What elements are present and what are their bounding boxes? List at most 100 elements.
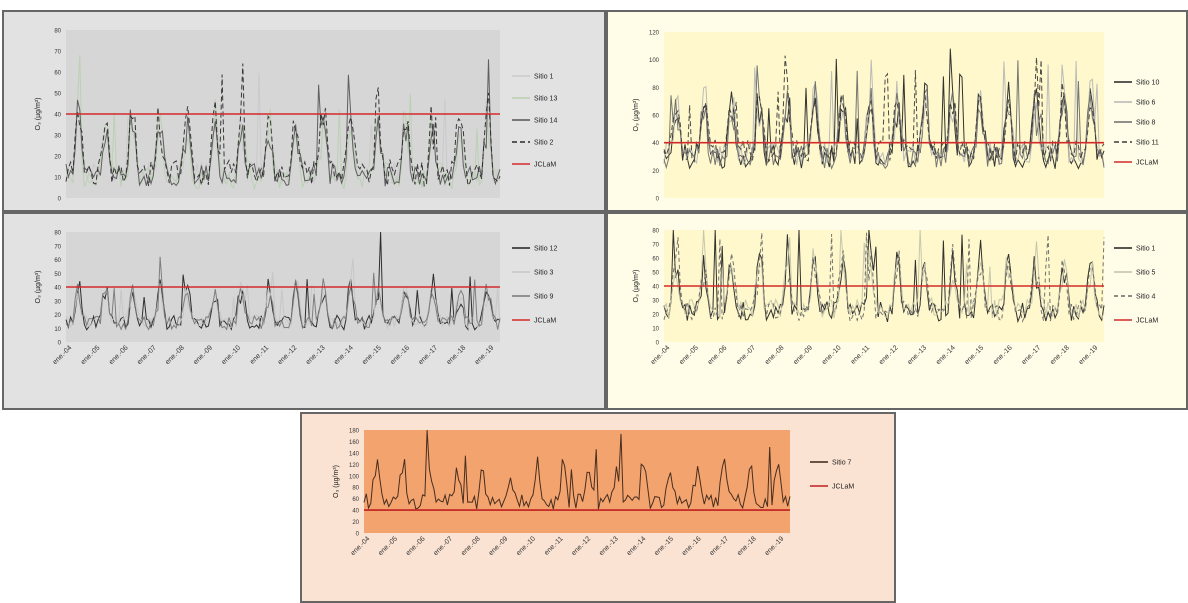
y-tick-label: 40	[352, 509, 359, 515]
legend-label: JCLaM	[1136, 160, 1158, 167]
chart-panel-3: 0 10 20 30 40 50 60 70 80 O₃ (µg/m³) ene.-04 ene.-0…	[2, 212, 606, 410]
y-tick-label: 50	[652, 271, 659, 277]
y-tick-label: 70	[54, 244, 61, 250]
series-line-sitio-7	[363, 429, 791, 510]
chart-panel-4: 0 10 20 30 40 50 60 70 80 O₃ (µg/m³) ene.-04 ene.-0…	[606, 212, 1188, 410]
x-tick-label: ene.-17	[1021, 344, 1043, 366]
y-tick-label: 60	[652, 257, 659, 263]
x-tick-label: ene.-12	[570, 535, 592, 557]
y-tick-label: 60	[54, 258, 61, 264]
x-tick-label: ene.-18	[1049, 344, 1071, 366]
y-tick-label: 80	[352, 486, 359, 492]
legend-label: Sitio 1	[1136, 246, 1156, 253]
chart-5-svg: 0 20 40 60 80 100 120 140 160 180 O₃ (µg/m³) ene.-0…	[333, 429, 854, 558]
series-line-sitio-11	[663, 55, 1105, 163]
x-tick-label: ene.-06	[405, 535, 427, 557]
y-tick-label: 0	[656, 197, 660, 203]
x-tick-label: ene.-18	[446, 344, 468, 366]
x-tick-label: ene.-07	[432, 535, 454, 557]
y-tick-label: 50	[54, 92, 61, 98]
x-tick-label: ene.-19	[474, 344, 496, 366]
y-tick-label: 10	[54, 327, 61, 333]
x-tick-label: ene.-10	[821, 344, 843, 366]
legend-label: Sitio 7	[832, 460, 852, 467]
x-tick-label: ene.-10	[220, 344, 242, 366]
plot-area	[364, 430, 790, 533]
y-tick-label: 10	[652, 327, 659, 333]
y-tick-label: 0	[656, 341, 660, 347]
legend-label: Sitio 9	[534, 294, 554, 301]
legend-label: Sitio 12	[534, 246, 557, 253]
x-tick-label: ene.-16	[992, 344, 1014, 366]
legend-label: Sitio 14	[534, 118, 557, 125]
y-axis-label: O₃ (µg/m³)	[633, 99, 640, 132]
x-tick-label: ene.-17	[708, 535, 730, 557]
x-tick-label: ene.-04	[350, 535, 372, 557]
y-tick-label: 40	[54, 286, 61, 292]
y-tick-label: 80	[54, 29, 61, 35]
y-tick-label: 0	[58, 341, 62, 347]
y-tick-label: 40	[54, 113, 61, 119]
y-tick-label: 120	[349, 463, 360, 469]
chart-3-svg: 0 10 20 30 40 50 60 70 80 O₃ (µg/m³) ene.-04 ene.-0…	[35, 231, 557, 367]
y-tick-label: 30	[54, 134, 61, 140]
legend-label: Sitio 1	[534, 74, 554, 81]
y-tick-label: 180	[349, 429, 360, 435]
x-tick-label: ene.-08	[460, 535, 482, 557]
series-line-sitio-4	[663, 232, 1105, 323]
chart-panel-1: 0 10 20 30 40 50 60 70 80 O₃ (µg/m³) Sitio 1 Sitio …	[2, 10, 606, 212]
x-tick-label: ene.-09	[792, 344, 814, 366]
y-tick-label: 40	[652, 285, 659, 291]
y-tick-label: 20	[54, 313, 61, 319]
y-tick-label: 100	[349, 474, 360, 480]
x-tick-label: ene.-09	[488, 535, 510, 557]
legend-label: JCLaM	[534, 162, 556, 169]
series-line-sitio-8	[663, 60, 1105, 170]
chart-1-svg: 0 10 20 30 40 50 60 70 80 O₃ (µg/m³) Sitio 1 Sitio …	[35, 29, 557, 203]
y-tick-label: 60	[352, 497, 359, 503]
series-line-sitio-6	[663, 59, 1105, 167]
x-tick-label: ene.-13	[305, 344, 327, 366]
x-tick-label: ene.-15	[361, 344, 383, 366]
y-axis-label: O₃ (µg/m³)	[633, 270, 640, 303]
y-tick-label: 20	[652, 169, 659, 175]
chart-4-svg: 0 10 20 30 40 50 60 70 80 O₃ (µg/m³) ene.-04 ene.-0…	[633, 229, 1158, 367]
legend-label: Sitio 4	[1136, 294, 1156, 301]
legend-label: Sitio 8	[1136, 120, 1156, 127]
x-tick-label: ene.-15	[653, 535, 675, 557]
y-tick-label: 80	[54, 231, 61, 237]
series-line-sitio-9	[65, 256, 501, 331]
y-tick-label: 100	[649, 58, 660, 64]
y-tick-label: 60	[54, 71, 61, 77]
x-tick-label: ene.-11	[249, 344, 270, 365]
y-tick-label: 0	[58, 197, 62, 203]
x-tick-label: ene.-04	[650, 344, 672, 366]
y-tick-label: 20	[352, 520, 359, 526]
series-line-sitio-2	[65, 63, 501, 187]
x-tick-label: ene.-13	[598, 535, 620, 557]
chart-panel-5: 0 20 40 60 80 100 120 140 160 180 O₃ (µg/m³) ene.-0…	[300, 412, 896, 603]
legend-label: Sitio 2	[534, 140, 554, 147]
x-tick-label: ene.-13	[906, 344, 928, 366]
x-tick-label: ene.-19	[764, 535, 786, 557]
y-tick-label: 120	[649, 31, 660, 37]
y-tick-label: 50	[54, 272, 61, 278]
legend-label: Sitio 11	[1136, 140, 1159, 147]
x-tick-label: ene.-08	[164, 344, 186, 366]
y-tick-label: 10	[54, 176, 61, 182]
x-tick-label: ene.-12	[277, 344, 299, 366]
y-tick-label: 0	[356, 532, 360, 538]
x-tick-label: ene.-06	[707, 344, 729, 366]
y-tick-label: 70	[54, 50, 61, 56]
x-tick-label: ene.-16	[389, 344, 411, 366]
x-tick-label: ene.-11	[850, 344, 871, 365]
legend-label: Sitio 6	[1136, 100, 1156, 107]
x-tick-label: ene.-19	[1078, 344, 1100, 366]
y-tick-label: 20	[652, 313, 659, 319]
y-tick-label: 40	[652, 141, 659, 147]
x-tick-label: ene.-08	[764, 344, 786, 366]
x-tick-label: ene.-05	[377, 535, 399, 557]
y-tick-label: 20	[54, 155, 61, 161]
y-tick-label: 160	[349, 440, 360, 446]
legend-label: Sitio 10	[1136, 80, 1159, 87]
